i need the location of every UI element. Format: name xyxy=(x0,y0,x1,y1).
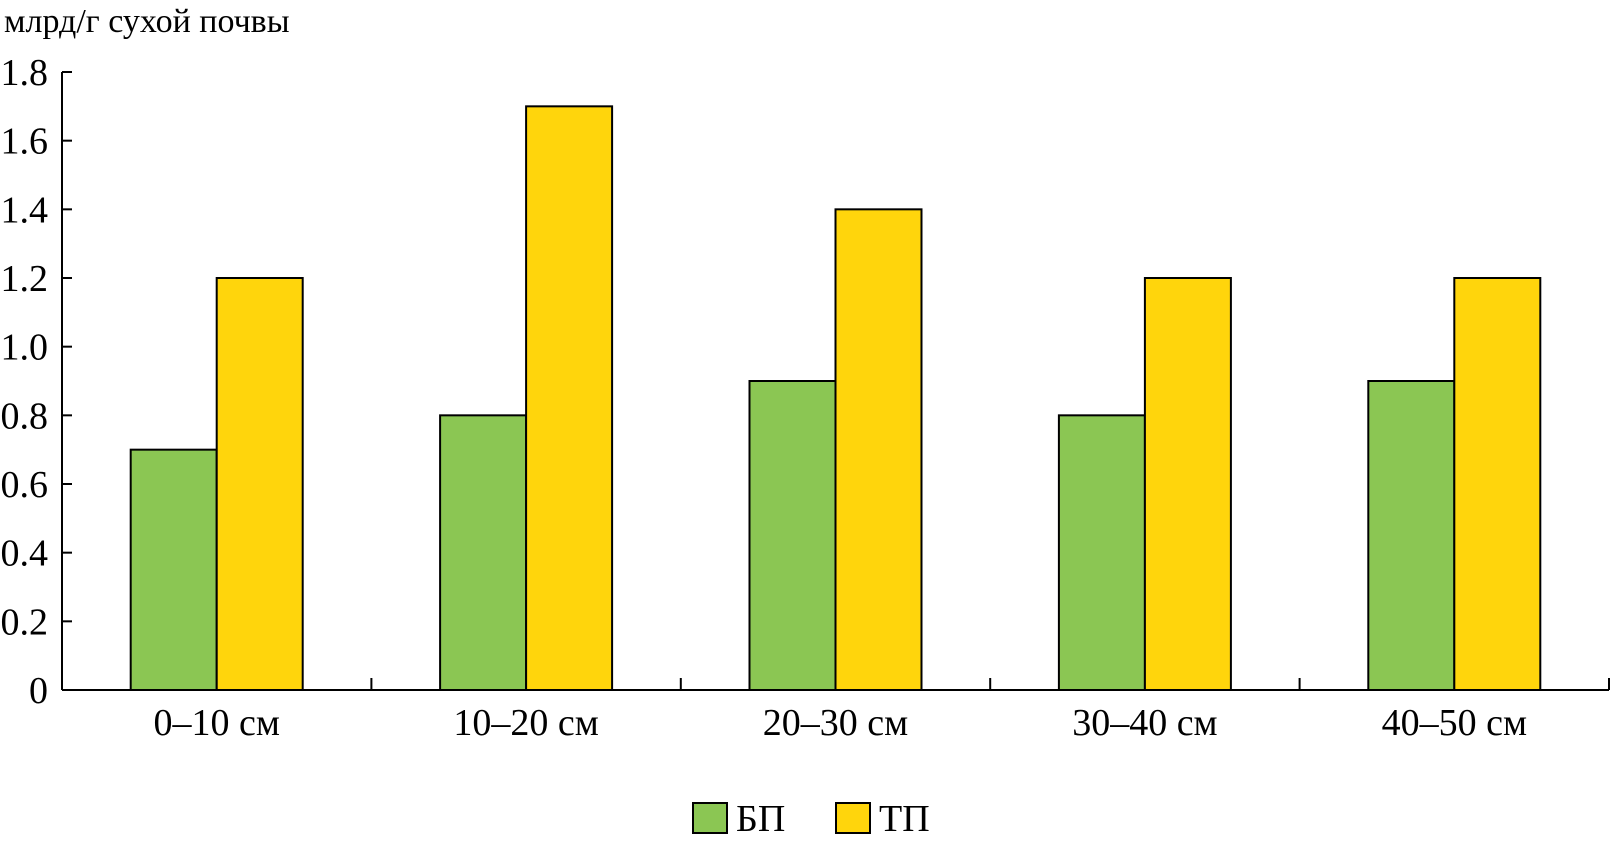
x-tick-label: 30–40 см xyxy=(1072,702,1217,744)
bar-ТП-3 xyxy=(834,208,923,691)
legend-swatch-БП xyxy=(692,802,728,834)
bar-ТП-5 xyxy=(1453,277,1542,691)
x-tick-label: 0–10 см xyxy=(153,702,279,744)
bar-ТП-2 xyxy=(525,105,614,692)
y-tick-label: 0.4 xyxy=(1,533,49,575)
y-tick-label: 0.2 xyxy=(1,601,49,643)
bar-БП-4 xyxy=(1057,414,1146,691)
y-tick-label: 0 xyxy=(29,670,48,712)
y-tick-label: 1.2 xyxy=(1,258,49,300)
bar-БП-2 xyxy=(439,414,528,691)
x-tick-labels: 0–10 см 10–20 см 20–30 см 30–40 см 40–50 см xyxy=(153,702,1527,744)
bar-ТП-4 xyxy=(1143,277,1232,691)
bar-ТП-1 xyxy=(215,277,304,691)
legend: БП ТП xyxy=(692,798,930,840)
y-ticks: 0 0.2 0.4 0.6 0.8 1.0 1.2 1.4 1.6 1.8 xyxy=(1,52,72,712)
legend-swatch-ТП xyxy=(835,802,871,834)
x-tick-label: 20–30 см xyxy=(763,702,908,744)
legend-label-БП: БП xyxy=(736,798,785,840)
y-axis-label: млрд/г сухой почвы xyxy=(4,3,290,40)
y-tick-label: 0.6 xyxy=(1,464,49,506)
x-tick-label: 40–50 см xyxy=(1382,702,1527,744)
y-tick-label: 1.0 xyxy=(1,327,49,369)
y-tick-label: 1.6 xyxy=(1,121,49,163)
bar-БП-5 xyxy=(1367,380,1456,691)
y-tick-label: 0.8 xyxy=(1,395,49,437)
x-tick-label: 10–20 см xyxy=(453,702,598,744)
bar-БП-1 xyxy=(129,448,218,691)
legend-label-ТП: ТП xyxy=(879,798,930,840)
bars xyxy=(129,105,1542,692)
y-tick-label: 1.8 xyxy=(1,52,49,94)
y-tick-label: 1.4 xyxy=(1,189,49,231)
bar-БП-3 xyxy=(748,380,837,691)
